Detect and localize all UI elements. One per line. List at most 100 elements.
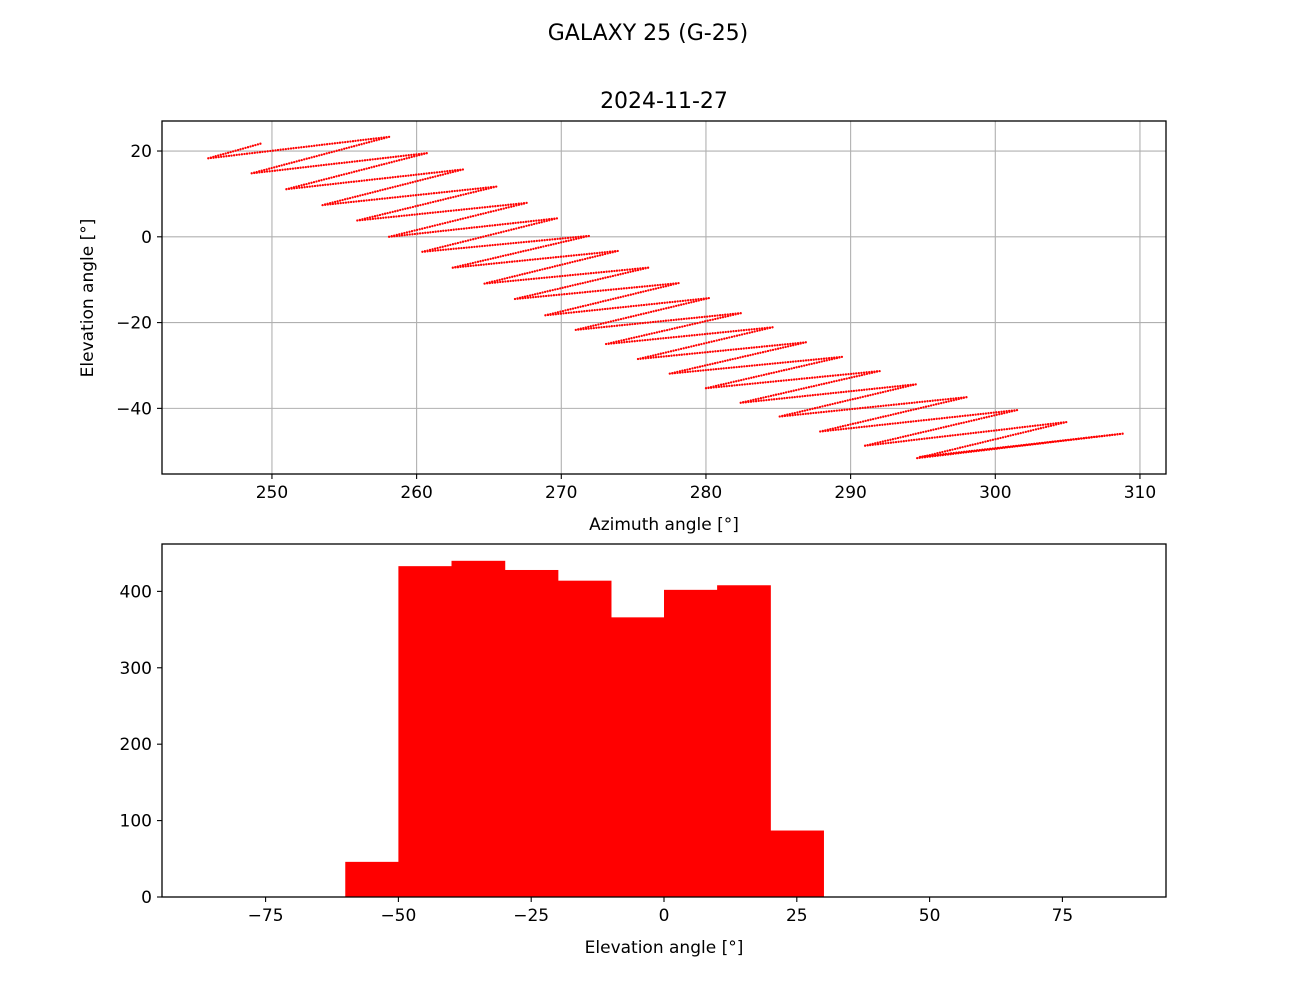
- scatter-point: [1108, 434, 1111, 437]
- scatter-point: [719, 331, 722, 334]
- scatter-point: [266, 150, 269, 153]
- scatter-point: [378, 213, 382, 217]
- histogram-y-tick-label: 100: [120, 812, 152, 832]
- scatter-point: [951, 415, 954, 419]
- scatter-point: [542, 245, 545, 248]
- scatter-point: [645, 333, 648, 336]
- scatter-point: [1022, 443, 1026, 447]
- scatter-point: [357, 169, 361, 172]
- scatter-point: [870, 387, 874, 391]
- scatter-point: [376, 217, 380, 220]
- scatter-point: [291, 167, 295, 170]
- scatter-point: [214, 156, 218, 159]
- scatter-point: [313, 184, 317, 188]
- scatter-point: [546, 238, 549, 242]
- scatter-point: [362, 168, 366, 171]
- histogram-bar: [557, 580, 612, 897]
- scatter-point: [502, 207, 505, 210]
- scatter-point: [624, 316, 628, 320]
- scatter-point: [543, 239, 546, 242]
- scatter-point: [877, 416, 880, 420]
- scatter-point: [751, 382, 754, 385]
- scatter-point: [390, 161, 393, 164]
- scatter-point: [824, 392, 827, 395]
- scatter-point: [938, 435, 942, 439]
- scatter-point: [657, 353, 660, 356]
- scatter-point: [876, 392, 880, 395]
- scatter-point: [446, 244, 449, 247]
- scatter-point: [520, 226, 523, 229]
- scatter-point: [602, 322, 605, 325]
- scatter-point: [587, 325, 590, 329]
- scatter-point: [866, 406, 870, 409]
- scatter-point: [850, 389, 853, 393]
- scatter-point: [623, 323, 626, 327]
- scatter-point: [517, 221, 520, 224]
- scatter-point: [578, 291, 582, 294]
- scatter-point: [728, 336, 731, 339]
- scatter-point: [594, 290, 597, 293]
- scatter-point: [1033, 442, 1036, 445]
- scatter-point: [874, 443, 877, 446]
- scatter-point: [873, 424, 876, 427]
- scatter-point: [357, 200, 361, 203]
- scatter-point: [217, 155, 220, 159]
- scatter-point: [797, 365, 801, 368]
- scatter-point: [658, 330, 661, 333]
- scatter-point: [759, 397, 763, 400]
- scatter-point: [370, 178, 374, 181]
- scatter-point: [652, 288, 655, 291]
- scatter-point: [526, 296, 530, 299]
- scatter-point: [553, 275, 556, 278]
- scatter-point: [803, 377, 806, 380]
- scatter-point: [930, 418, 933, 421]
- scatter-point: [775, 370, 778, 374]
- scatter-point: [321, 203, 324, 207]
- scatter-point: [935, 417, 938, 420]
- scatter-point: [656, 337, 660, 340]
- scatter-point: [528, 271, 531, 274]
- scatter-point: [531, 258, 534, 261]
- scatter-point: [813, 407, 817, 410]
- scatter-point: [955, 451, 958, 454]
- scatter-point: [590, 309, 594, 312]
- scatter-point: [670, 354, 673, 357]
- scatter-point: [779, 392, 783, 395]
- scatter-point: [460, 208, 463, 211]
- scatter-point: [308, 156, 311, 160]
- scatter-point: [389, 186, 392, 190]
- scatter-point: [593, 255, 597, 258]
- scatter-point: [564, 286, 567, 289]
- scatter-point: [659, 283, 662, 287]
- scatter-point: [226, 151, 230, 154]
- scatter-point: [796, 413, 800, 416]
- scatter-point: [318, 143, 321, 147]
- scatter-point: [499, 208, 503, 211]
- scatter-point: [456, 169, 460, 172]
- scatter-point: [499, 243, 502, 246]
- scatter-point: [316, 184, 319, 187]
- scatter-point: [667, 306, 670, 309]
- scatter-point: [337, 174, 341, 177]
- scatter-point: [509, 242, 512, 245]
- scatter-point: [526, 258, 529, 262]
- scatter-point: [682, 302, 685, 306]
- scatter-point: [764, 395, 768, 399]
- scatter-point: [719, 360, 722, 364]
- scatter-point: [997, 410, 1001, 414]
- scatter-point: [449, 247, 453, 251]
- scatter-point: [762, 399, 765, 402]
- scatter-point: [439, 174, 442, 177]
- scatter-point: [583, 257, 587, 261]
- scatter-point: [958, 415, 962, 418]
- scatter-point: [225, 155, 228, 158]
- scatter-point: [415, 173, 418, 176]
- scatter-point: [505, 261, 509, 264]
- scatter-point: [800, 377, 803, 380]
- scatter-point: [821, 375, 824, 378]
- scatter-point: [417, 173, 420, 176]
- scatter-point: [1004, 445, 1007, 449]
- scatter-point: [975, 418, 978, 421]
- scatter-point: [669, 350, 673, 353]
- scatter-point: [672, 283, 675, 286]
